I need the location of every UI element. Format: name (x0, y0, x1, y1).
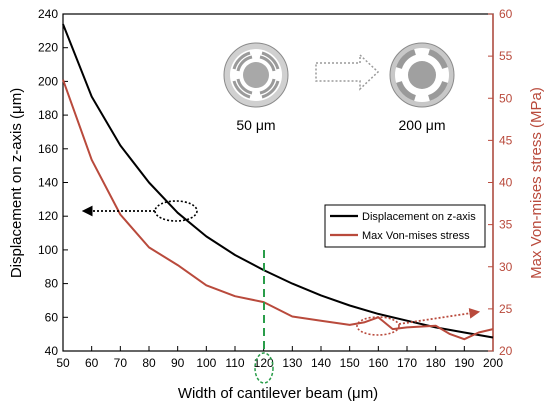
y-right-tick-label: 20 (499, 344, 513, 358)
y-left-tick-label: 120 (38, 209, 58, 223)
legend: Displacement on z-axis Max Von-mises str… (324, 204, 486, 248)
y-right-tick-label: 25 (499, 302, 513, 316)
y-right-axis-ticks: 20 25 30 35 40 45 50 55 60 (488, 7, 513, 358)
x-tick-label: 80 (142, 356, 156, 370)
inset-label-200um: 200 μm (399, 117, 446, 133)
x-axis-ticks: 50 60 70 80 90 100 110 120 130 140 150 160 170 180 190… (56, 346, 503, 370)
x-tick-label: 130 (282, 356, 302, 370)
series-line-stress (62, 79, 494, 341)
series-layer (62, 23, 494, 341)
series-line-displacement (62, 23, 494, 339)
x-tick-label: 90 (171, 356, 185, 370)
y-right-axis-label: Max Von-mises stress (MPa) (528, 87, 545, 279)
legend-label-displacement: Displacement on z-axis (362, 211, 476, 223)
legend-box (324, 204, 486, 248)
x-axis-label: Width of cantilever beam (μm) (178, 385, 378, 402)
y-left-axis-ticks: 40 60 80 100 120 140 160 180 200 220 240 (38, 7, 68, 358)
x-tick-label: 180 (426, 356, 446, 370)
y-left-tick-label: 40 (45, 344, 59, 358)
design-200um-icon (389, 42, 455, 108)
y-right-tick-label: 40 (499, 176, 513, 190)
inset-label-50um: 50 μm (236, 117, 275, 133)
x-tick-label: 170 (397, 356, 417, 370)
x-tick-label: 200 (483, 356, 503, 370)
x-tick-label: 60 (85, 356, 99, 370)
y-right-tick-label: 35 (499, 218, 513, 232)
x-tick-label: 120 (254, 356, 274, 370)
x-tick-label: 70 (114, 356, 128, 370)
x-tick-label: 110 (225, 356, 244, 370)
y-left-tick-label: 160 (38, 142, 58, 156)
y-left-tick-label: 80 (45, 277, 59, 291)
x-tick-label: 190 (454, 356, 474, 370)
y-left-tick-label: 180 (38, 108, 58, 122)
y-right-tick-label: 50 (499, 91, 513, 105)
y-right-tick-label: 55 (499, 49, 513, 63)
y-right-tick-label: 45 (499, 133, 513, 147)
y-right-tick-label: 60 (499, 7, 513, 21)
green-ellipse-annotation (254, 352, 274, 384)
y-left-tick-label: 60 (45, 310, 59, 324)
legend-label-stress: Max Von-mises stress (362, 230, 470, 242)
y-left-tick-label: 140 (38, 176, 58, 190)
stress-ellipse-annotation (356, 316, 400, 336)
y-right-tick-label: 30 (499, 260, 513, 274)
right-arrow-annotation (398, 307, 481, 325)
x-tick-label: 50 (56, 356, 70, 370)
x-tick-label: 150 (340, 356, 360, 370)
y-left-tick-label: 220 (38, 41, 58, 55)
y-left-axis-label: Displacement on z-axis (μm) (8, 88, 25, 278)
design-50um-icon (223, 42, 289, 108)
inset-designs: 50 μm 200 μm (223, 42, 455, 133)
x-tick-label: 140 (311, 356, 331, 370)
annotations (81, 200, 481, 384)
x-tick-label: 100 (196, 356, 216, 370)
y-left-tick-label: 200 (38, 74, 58, 88)
x-tick-label: 160 (368, 356, 388, 370)
design-transition-arrow-icon (315, 53, 380, 91)
y-left-tick-label: 100 (38, 243, 58, 257)
y-left-tick-label: 240 (38, 7, 58, 21)
